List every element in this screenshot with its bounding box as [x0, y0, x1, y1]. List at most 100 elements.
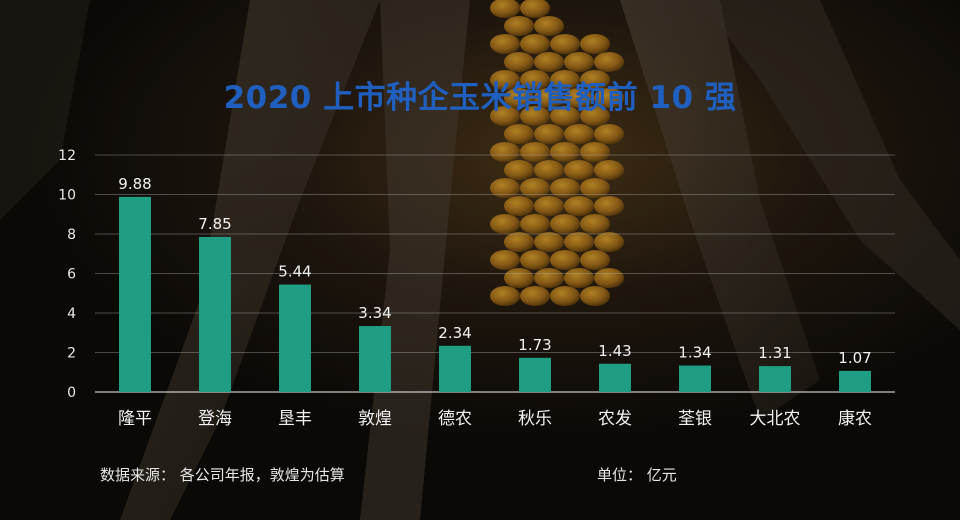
corn-kernel [520, 286, 550, 306]
corn-kernel [594, 160, 624, 180]
corn-kernel [504, 124, 534, 144]
y-tick-label: 10 [58, 188, 76, 204]
corn-kernel [580, 286, 610, 306]
x-tick-label: 大北农 [750, 409, 801, 429]
y-tick-label: 0 [67, 385, 76, 401]
corn-kernel [504, 16, 534, 36]
x-tick-label: 登海 [198, 409, 232, 429]
corn-kernel [534, 16, 564, 36]
bar [679, 365, 711, 392]
corn-kernel [594, 124, 624, 144]
corn-kernel [534, 124, 564, 144]
corn-kernel [594, 196, 624, 216]
bar [119, 196, 151, 392]
data-label: 1.31 [758, 344, 791, 362]
y-tick-label: 2 [67, 346, 76, 362]
corn-kernel [490, 142, 520, 162]
x-tick-label: 荃银 [678, 409, 712, 429]
corn-kernel [520, 214, 550, 234]
corn-kernel [550, 178, 580, 198]
corn-kernel [534, 268, 564, 288]
corn-kernel [534, 160, 564, 180]
corn-kernel [564, 124, 594, 144]
corn-kernel [520, 70, 550, 90]
data-label: 3.34 [358, 304, 391, 322]
corn-kernel [564, 232, 594, 252]
corn-kernel [504, 160, 534, 180]
corn-kernel [594, 88, 624, 108]
x-tick-label: 农发 [598, 409, 632, 429]
corn-kernel [490, 178, 520, 198]
corn-kernel [594, 232, 624, 252]
corn-kernel [520, 106, 550, 126]
x-tick-label: 康农 [838, 409, 872, 429]
corn-kernel [580, 250, 610, 270]
bar [359, 326, 391, 392]
corn-kernel [520, 250, 550, 270]
corn-kernel [594, 268, 624, 288]
corn-kernel [534, 52, 564, 72]
corn-kernel [490, 70, 520, 90]
bar [519, 357, 551, 392]
data-label: 7.85 [198, 215, 231, 233]
corn-kernel [580, 178, 610, 198]
bar [199, 236, 231, 392]
corn-kernel [580, 70, 610, 90]
x-tick-label: 垦丰 [278, 409, 312, 429]
corn-kernel [490, 286, 520, 306]
data-label: 9.88 [118, 175, 151, 193]
corn-kernel [550, 142, 580, 162]
corn-kernel [534, 196, 564, 216]
bar [599, 363, 631, 392]
bar [759, 366, 791, 392]
corn-kernel [520, 0, 550, 18]
y-tick-label: 8 [67, 227, 76, 243]
data-label: 5.44 [278, 263, 311, 281]
corn-kernel [504, 196, 534, 216]
chart-title: 2020 上市种企玉米销售额前 10 强 [223, 80, 737, 116]
x-tick-label: 隆平 [118, 409, 152, 429]
corn-kernel [550, 286, 580, 306]
y-tick-label: 12 [58, 148, 76, 164]
corn-kernel [550, 34, 580, 54]
corn-kernel [550, 214, 580, 234]
corn-kernel [580, 106, 610, 126]
bar [839, 370, 871, 392]
corn-kernel [504, 88, 534, 108]
corn-kernel [504, 52, 534, 72]
data-label: 1.07 [838, 349, 871, 367]
corn-kernel [490, 106, 520, 126]
corn-kernel [520, 142, 550, 162]
corn-kernel [550, 250, 580, 270]
corn-kernel [520, 178, 550, 198]
corn-kernel [490, 0, 520, 18]
corn-kernel [564, 160, 594, 180]
data-source-note: 数据来源： 各公司年报，敦煌为估算 [100, 466, 345, 484]
bar [439, 345, 471, 392]
y-tick-label: 4 [67, 306, 76, 322]
corn-kernel [504, 232, 534, 252]
corn-kernel [550, 70, 580, 90]
bar [279, 284, 311, 392]
corn-kernel [490, 250, 520, 270]
corn-kernel [520, 34, 550, 54]
data-label: 2.34 [438, 324, 471, 342]
corn-kernel [564, 52, 594, 72]
corn-kernel [594, 52, 624, 72]
x-tick-label: 敦煌 [358, 409, 392, 429]
corn-kernel [550, 106, 580, 126]
data-label: 1.34 [678, 344, 711, 362]
data-label: 1.43 [598, 342, 631, 360]
y-tick-label: 6 [67, 267, 76, 283]
data-label: 1.73 [518, 336, 551, 354]
corn-kernel [504, 268, 534, 288]
corn-kernel [564, 196, 594, 216]
corn-kernel [580, 142, 610, 162]
corn-kernel [534, 232, 564, 252]
corn-kernel [490, 34, 520, 54]
corn-kernel [580, 34, 610, 54]
corn-kernel [534, 88, 564, 108]
x-tick-label: 秋乐 [518, 409, 552, 429]
